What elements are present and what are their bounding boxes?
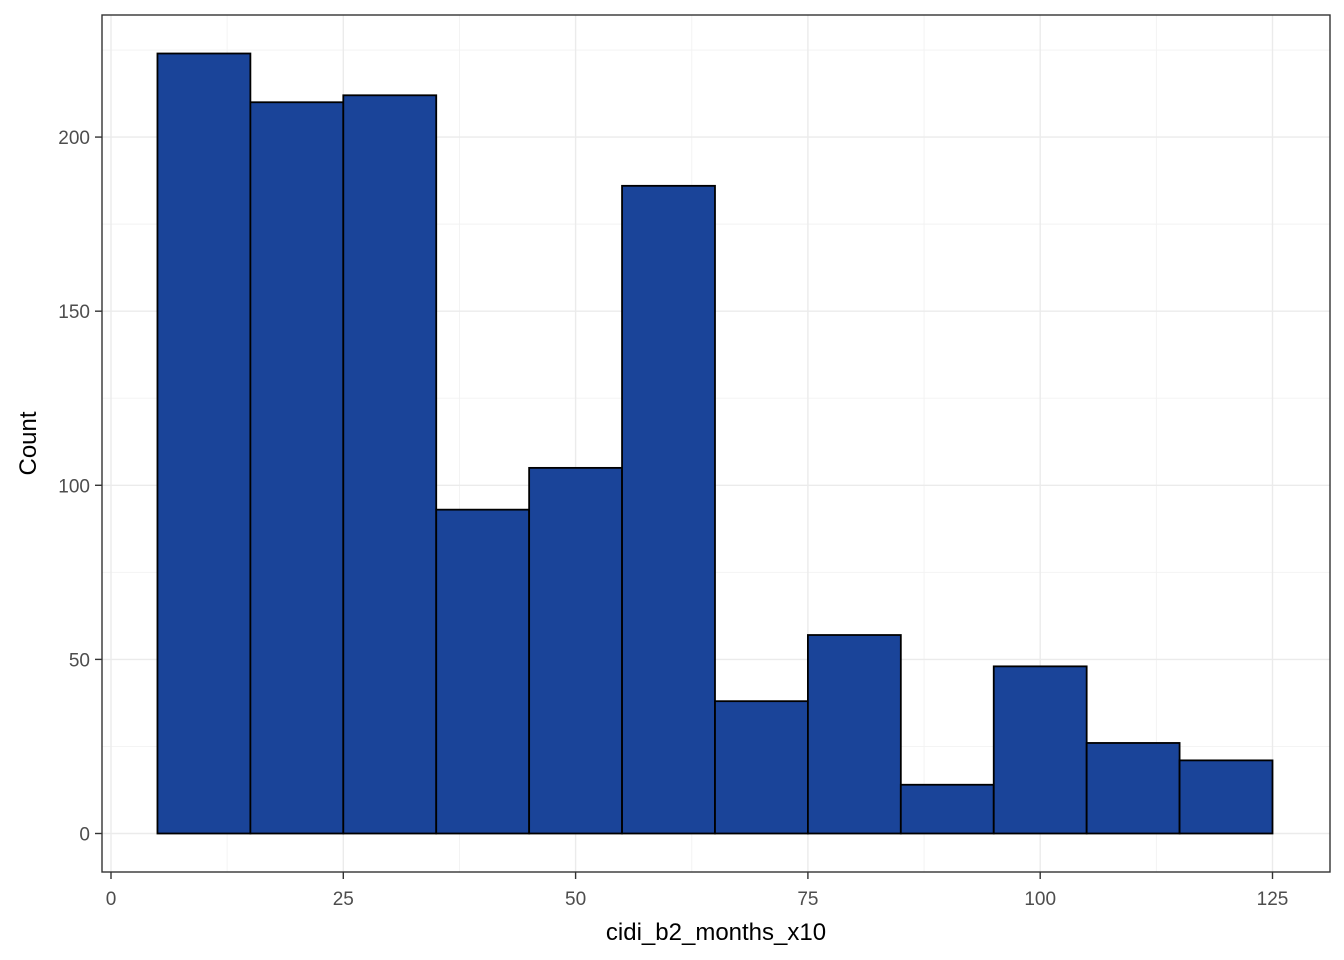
histogram-bar	[528, 466, 623, 835]
histogram-bar	[899, 783, 995, 835]
x-tick-label: 25	[333, 889, 354, 910]
y-tick-label: 50	[69, 650, 90, 671]
histogram-bar	[342, 94, 438, 835]
axis-ticks: 0 25 50 75 100 125 0 50 100 150 200	[58, 128, 1288, 910]
histogram-bar	[714, 700, 809, 835]
histogram-bar	[249, 101, 345, 835]
panel-border	[101, 14, 1331, 873]
histogram-bar	[807, 634, 902, 835]
histogram-bar	[621, 184, 716, 835]
bars	[156, 52, 1274, 835]
histogram-bar	[435, 508, 531, 835]
y-tick-label: 0	[79, 825, 90, 846]
x-tick-label: 75	[797, 889, 818, 910]
x-axis-title: cidi_b2_months_x10	[606, 919, 826, 946]
histogram-bar	[156, 52, 252, 835]
y-tick-label: 200	[58, 128, 90, 149]
histogram-bar	[992, 665, 1088, 835]
x-tick-label: 50	[565, 889, 586, 910]
x-tick-label: 0	[106, 889, 117, 910]
histogram-bar	[1085, 742, 1181, 835]
x-tick-label: 100	[1024, 889, 1056, 910]
y-axis-title: Count	[15, 411, 42, 475]
x-tick-label: 125	[1257, 889, 1289, 910]
y-tick-label: 100	[58, 476, 90, 497]
y-tick-label: 150	[58, 302, 90, 323]
histogram-bar	[1178, 759, 1274, 835]
